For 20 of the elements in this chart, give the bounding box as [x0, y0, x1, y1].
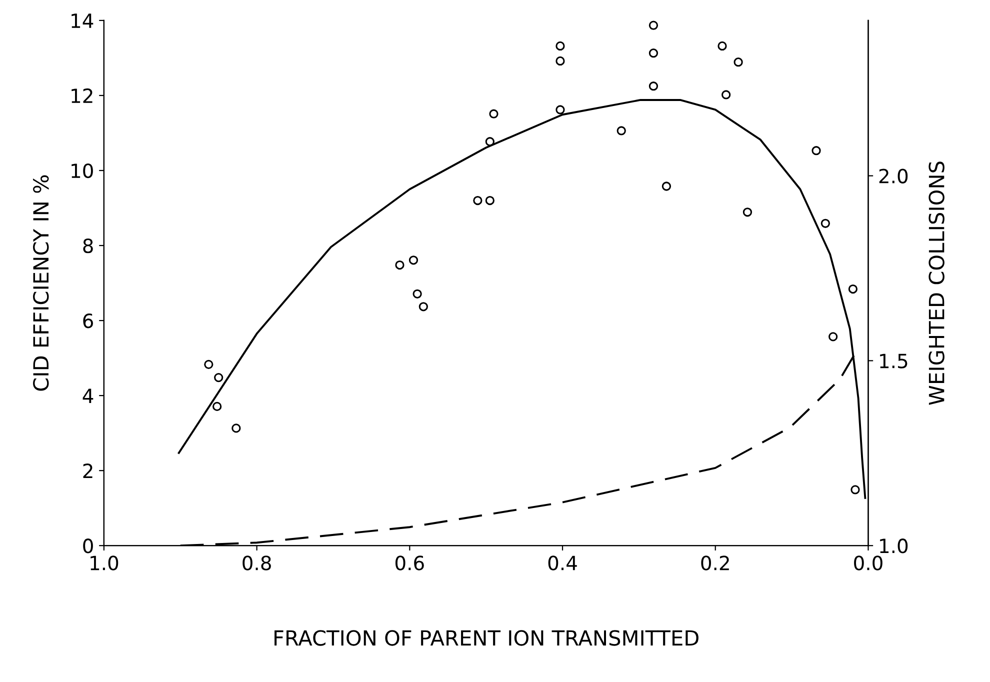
- x-tick-label: 0.2: [701, 556, 729, 570]
- y-tick-label: 0: [83, 538, 93, 554]
- x-tick-label: 0.8: [242, 556, 271, 570]
- y-tick-label: 4: [82, 388, 94, 403]
- x-tick-label: 0.4: [548, 556, 577, 570]
- y-tick-label: 12: [72, 88, 92, 103]
- y-axis-title: CID EFFICIENCY IN %: [33, 175, 49, 391]
- y-tick-label: 6: [83, 313, 94, 328]
- y-tick-label: 10: [72, 163, 93, 178]
- y2-axis-title: WEIGHTED COLLISIONS: [928, 162, 944, 405]
- x-tick-label: 0.0: [854, 556, 882, 570]
- x-tick-label: 0.6: [395, 556, 424, 570]
- y-tick-label: 8: [83, 238, 93, 254]
- y2-tick-label: 2.0: [879, 168, 908, 184]
- y-tick-label: 2: [83, 464, 92, 478]
- y2-tick-label: 1.0: [880, 538, 908, 554]
- x-tick-label: 1.0: [90, 556, 118, 570]
- x-axis-title: FRACTION OF PARENT ION TRANSMITTED: [274, 630, 698, 646]
- y2-tick-label: 1.5: [880, 354, 908, 368]
- y-tick-label: 14: [72, 14, 94, 28]
